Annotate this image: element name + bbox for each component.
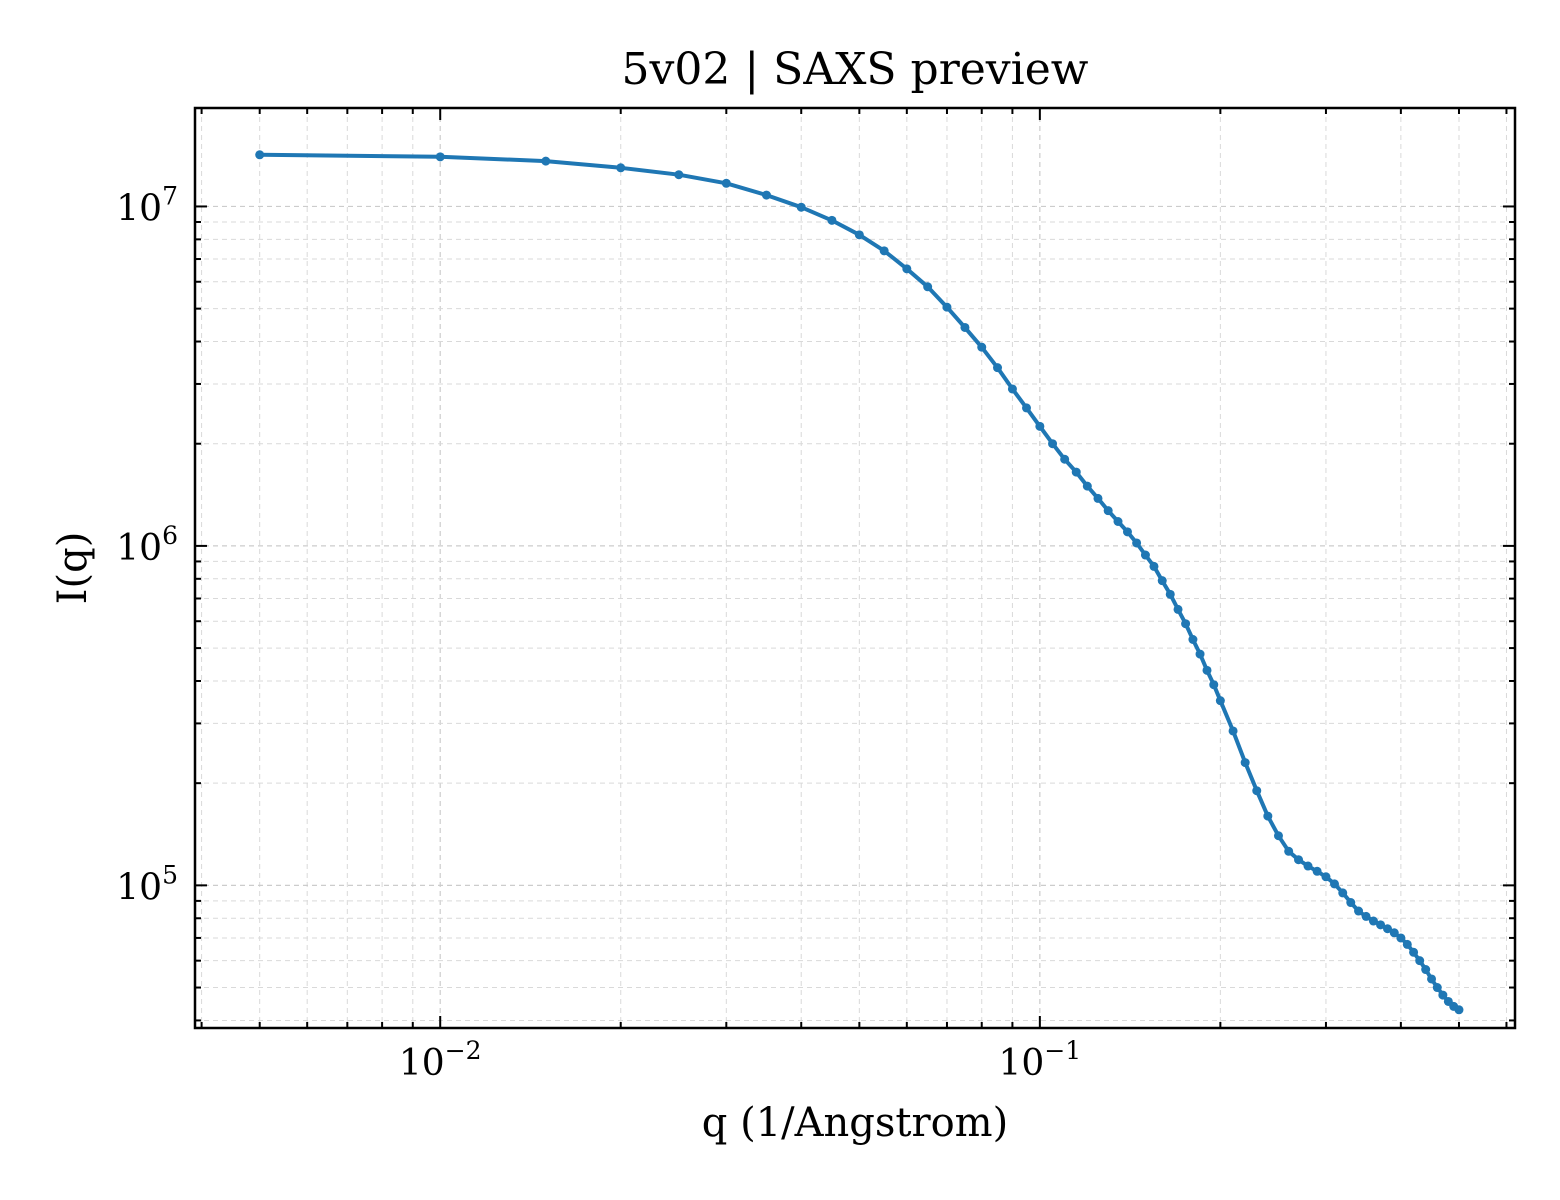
data-point — [1415, 956, 1425, 966]
data-point — [977, 342, 987, 352]
data-point — [1215, 696, 1225, 706]
data-point — [1338, 888, 1348, 898]
x-axis-label: q (1/Angstrom) — [702, 1100, 1008, 1146]
data-point — [1007, 384, 1017, 394]
data-point — [1157, 576, 1167, 586]
data-point — [1252, 786, 1262, 796]
data-point — [1122, 527, 1132, 537]
data-point — [1173, 604, 1183, 614]
data-point — [1402, 939, 1412, 949]
data-point — [1209, 680, 1219, 690]
data-point — [1383, 924, 1393, 934]
chart-title: 5v02 | SAXS preview — [622, 44, 1089, 95]
data-point — [1071, 467, 1081, 477]
data-point — [796, 202, 806, 212]
data-point — [1346, 898, 1356, 908]
data-point — [1368, 916, 1378, 926]
data-point — [1113, 517, 1123, 527]
grid — [195, 108, 1515, 1028]
data-point — [1035, 421, 1045, 431]
y-tick-label: 107 — [116, 181, 178, 229]
data-point — [1228, 726, 1238, 736]
data-point — [435, 152, 445, 162]
data-point — [993, 363, 1003, 373]
data-point — [1240, 758, 1250, 768]
data-point — [674, 170, 684, 180]
y-axis-label: I(q) — [50, 532, 96, 605]
data-point — [1329, 879, 1339, 889]
data-point — [1454, 1005, 1464, 1015]
data-point — [1165, 589, 1175, 599]
data-point — [1093, 493, 1103, 503]
data-point — [1321, 872, 1331, 882]
x-tick-label: 10−2 — [399, 1036, 482, 1084]
x-tick-label: 10−1 — [999, 1036, 1082, 1084]
data-point — [879, 246, 889, 256]
plot-frame — [193, 106, 1517, 1030]
data-point — [616, 163, 626, 173]
data-point — [761, 190, 771, 200]
data-point — [1361, 911, 1371, 921]
data-point — [255, 150, 265, 160]
data-point — [1303, 861, 1313, 871]
data-point — [1188, 634, 1198, 644]
data-point — [1409, 947, 1419, 957]
data-point — [1294, 855, 1304, 865]
data-point — [1421, 965, 1431, 975]
data-point — [1195, 649, 1205, 659]
data-point — [1132, 538, 1142, 548]
data-point — [1389, 928, 1399, 938]
data-point — [1438, 990, 1448, 1000]
tick-labels: 10−2 10−1 105 106 107 — [116, 181, 1081, 1084]
data-point — [902, 264, 912, 274]
data-point — [1284, 846, 1294, 856]
data-point — [1427, 974, 1437, 984]
data-point — [923, 282, 933, 292]
data-point — [1021, 403, 1031, 413]
data-point — [960, 322, 970, 332]
data-point — [827, 215, 837, 225]
data-point — [1082, 481, 1092, 491]
y-tick-label: 105 — [116, 860, 178, 908]
data-point — [1149, 561, 1159, 571]
data-point — [942, 302, 952, 312]
y-tick-label: 106 — [116, 521, 178, 569]
data-point — [1273, 831, 1283, 841]
data-point — [1048, 439, 1058, 449]
data-point — [1140, 550, 1150, 560]
data-point — [1202, 665, 1212, 675]
data-point — [1060, 454, 1070, 464]
data-point — [541, 156, 551, 166]
data-point — [1103, 506, 1113, 516]
data-point — [1376, 920, 1386, 930]
data-point — [1396, 933, 1406, 943]
data-point — [1354, 906, 1364, 916]
data-point — [1432, 983, 1442, 993]
data-point — [1312, 866, 1322, 876]
data-point — [1181, 619, 1191, 629]
series-layer — [255, 150, 1464, 1015]
data-point — [721, 178, 731, 188]
data-point — [854, 230, 864, 240]
data-point — [1263, 811, 1273, 821]
